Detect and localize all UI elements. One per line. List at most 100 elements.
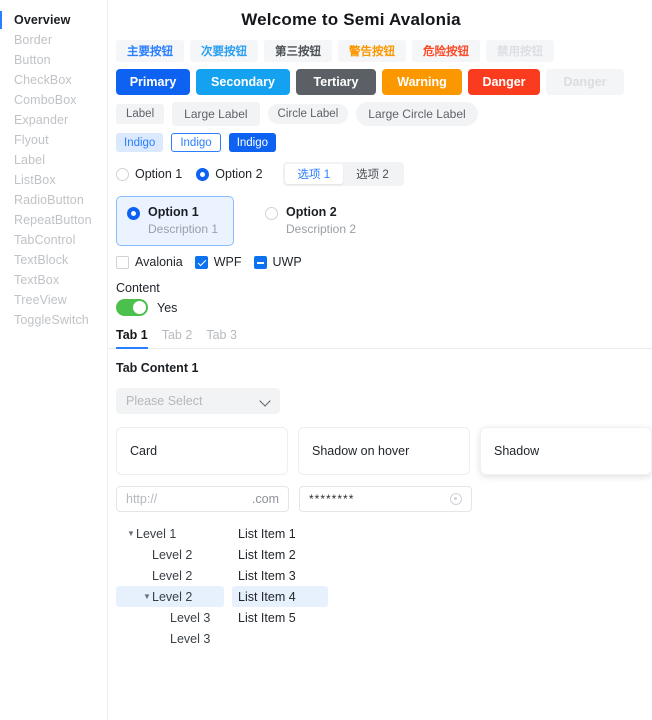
page-title: Welcome to Semi Avalonia	[241, 10, 461, 29]
solid-button-tertiary[interactable]: Tertiary	[296, 69, 376, 95]
sidebar-item-repeatbutton[interactable]: RepeatButton	[0, 210, 107, 230]
radio-card-title: Option 2	[286, 205, 337, 219]
indigo-chip-solid: Indigo	[228, 133, 277, 152]
list-item[interactable]: List Item 2	[232, 544, 328, 565]
label-chip-row: Label Large Label Circle Label Large Circle…	[108, 102, 652, 126]
sidebar-item-expander[interactable]: Expander	[0, 110, 107, 130]
radio-indicator[interactable]	[116, 167, 129, 181]
sidebar-item-label: CheckBox	[14, 73, 72, 87]
sidebar-item-label: ToggleSwitch	[14, 313, 89, 327]
expand-arrow-icon[interactable]: ▼	[127, 529, 135, 538]
solid-button-warning[interactable]: Warning	[382, 69, 462, 95]
radio-card-2[interactable]: Option 2 Description 2	[254, 196, 372, 246]
solid-button-danger[interactable]: Danger	[468, 69, 540, 95]
text-button-warning[interactable]: 警告按钮	[338, 40, 406, 62]
card-label: Shadow	[494, 444, 540, 458]
tree-node[interactable]: ▼Level 3	[116, 628, 224, 649]
chevron-down-icon	[261, 397, 270, 406]
sidebar-item-label: Flyout	[14, 133, 49, 147]
text-button-secondary[interactable]: 次要按钮	[190, 40, 258, 62]
sidebar-item-textbox[interactable]: TextBox	[0, 270, 107, 290]
sidebar-item-label: Border	[14, 33, 53, 47]
segment-2[interactable]: 选项 2	[343, 164, 402, 184]
url-textbox[interactable]: http:// .com	[116, 486, 289, 512]
sidebar-item-checkbox[interactable]: CheckBox	[0, 70, 107, 90]
url-placeholder: http://	[126, 492, 158, 506]
sidebar-item-flyout[interactable]: Flyout	[0, 130, 107, 150]
card-row: Card Shadow on hover Shadow	[108, 427, 652, 475]
tree-node[interactable]: ▼Level 2	[116, 544, 224, 565]
radio-option-1[interactable]: Option 1	[116, 167, 182, 181]
checkbox-avalonia[interactable]: Avalonia	[116, 255, 183, 269]
sidebar-item-radiobutton[interactable]: RadioButton	[0, 190, 107, 210]
tree-node-label: Level 2	[152, 568, 193, 583]
sidebar-item-listbox[interactable]: ListBox	[0, 170, 107, 190]
list-item-label: List Item 2	[238, 547, 296, 562]
toggle-knob	[133, 301, 146, 314]
checkbox-wpf[interactable]: WPF	[194, 255, 242, 269]
eye-icon[interactable]	[450, 493, 462, 505]
toggle-label: Content	[116, 281, 160, 295]
sidebar-item-combobox[interactable]: ComboBox	[0, 90, 107, 110]
sidebar-item-button[interactable]: Button	[0, 50, 107, 70]
tree-node[interactable]: ▼Level 2	[116, 586, 224, 607]
segment-1[interactable]: 选项 1	[284, 164, 344, 184]
segmented-control[interactable]: 选项 1 选项 2	[282, 162, 404, 186]
sidebar-item-tabcontrol[interactable]: TabControl	[0, 230, 107, 250]
checkbox-indicator[interactable]	[194, 255, 208, 269]
radio-option-2[interactable]: Option 2	[196, 167, 263, 181]
sidebar-item-treeview[interactable]: TreeView	[0, 290, 107, 310]
toggle-switch[interactable]	[116, 299, 148, 316]
sidebar-item-toggleswitch[interactable]: ToggleSwitch	[0, 310, 107, 330]
list-item[interactable]: List Item 5	[232, 607, 328, 628]
button-label: Danger	[563, 75, 607, 89]
tree-node-label: Level 2	[152, 547, 193, 562]
radio-indicator[interactable]	[196, 167, 210, 181]
checkbox-indicator[interactable]	[116, 255, 129, 269]
label-chip: Large Label	[172, 102, 260, 126]
chip-label: Large Circle Label	[368, 107, 466, 121]
label-chip: Large Circle Label	[356, 102, 478, 126]
sidebar-item-label[interactable]: Label	[0, 150, 107, 170]
radio-card-1[interactable]: Option 1 Description 1	[116, 196, 234, 246]
solid-button-secondary[interactable]: Secondary	[196, 69, 290, 95]
label-chip: Label	[116, 104, 165, 124]
checkbox-label: Avalonia	[135, 255, 183, 269]
tab-1[interactable]: Tab 1	[116, 328, 148, 349]
tab-3[interactable]: Tab 3	[206, 328, 237, 348]
expand-arrow-icon[interactable]: ▼	[143, 592, 151, 601]
tree-node-label: Level 1	[136, 526, 177, 541]
tree-node[interactable]: ▼ Level 1	[116, 523, 224, 544]
text-button-tertiary[interactable]: 第三按钮	[264, 40, 332, 62]
tree-node[interactable]: ▼Level 3	[116, 607, 224, 628]
radio-indicator[interactable]	[265, 207, 278, 220]
password-textbox[interactable]: ********	[299, 486, 472, 512]
tree-node-label: Level 3	[170, 631, 211, 646]
list-item[interactable]: List Item 3	[232, 565, 328, 586]
tab-2[interactable]: Tab 2	[162, 328, 193, 348]
checkbox-indicator[interactable]	[253, 255, 267, 269]
chip-label: Large Label	[184, 107, 248, 121]
tab-label: Tab 3	[206, 328, 237, 342]
tree-and-list-row: ▼Level 1▼Level 2▼Level 2▼Level 2▼Level 3…	[108, 523, 652, 649]
list-item[interactable]: List Item 1	[232, 523, 328, 544]
button-label: 第三按钮	[275, 46, 321, 58]
solid-button-primary[interactable]: Primary	[116, 69, 190, 95]
combobox[interactable]: Please Select	[116, 388, 280, 414]
radio-label: Option 2	[215, 167, 263, 181]
chip-label: Indigo	[236, 136, 269, 149]
sidebar-item-overview[interactable]: Overview	[0, 10, 107, 30]
button-label: Tertiary	[313, 75, 359, 89]
treeview: ▼Level 1▼Level 2▼Level 2▼Level 2▼Level 3…	[116, 523, 224, 649]
radio-indicator[interactable]	[127, 207, 140, 220]
text-button-primary[interactable]: 主要按钮	[116, 40, 184, 62]
sidebar-item-textblock[interactable]: TextBlock	[0, 250, 107, 270]
tree-node[interactable]: ▼Level 2	[116, 565, 224, 586]
text-button-danger[interactable]: 危险按钮	[412, 40, 480, 62]
sidebar-item-border[interactable]: Border	[0, 30, 107, 50]
list-item-label: List Item 3	[238, 568, 296, 583]
checkbox-uwp[interactable]: UWP	[253, 255, 302, 269]
list-item[interactable]: List Item 4	[232, 586, 328, 607]
sidebar: Overview Border Button CheckBox ComboBox Expa…	[0, 0, 108, 720]
